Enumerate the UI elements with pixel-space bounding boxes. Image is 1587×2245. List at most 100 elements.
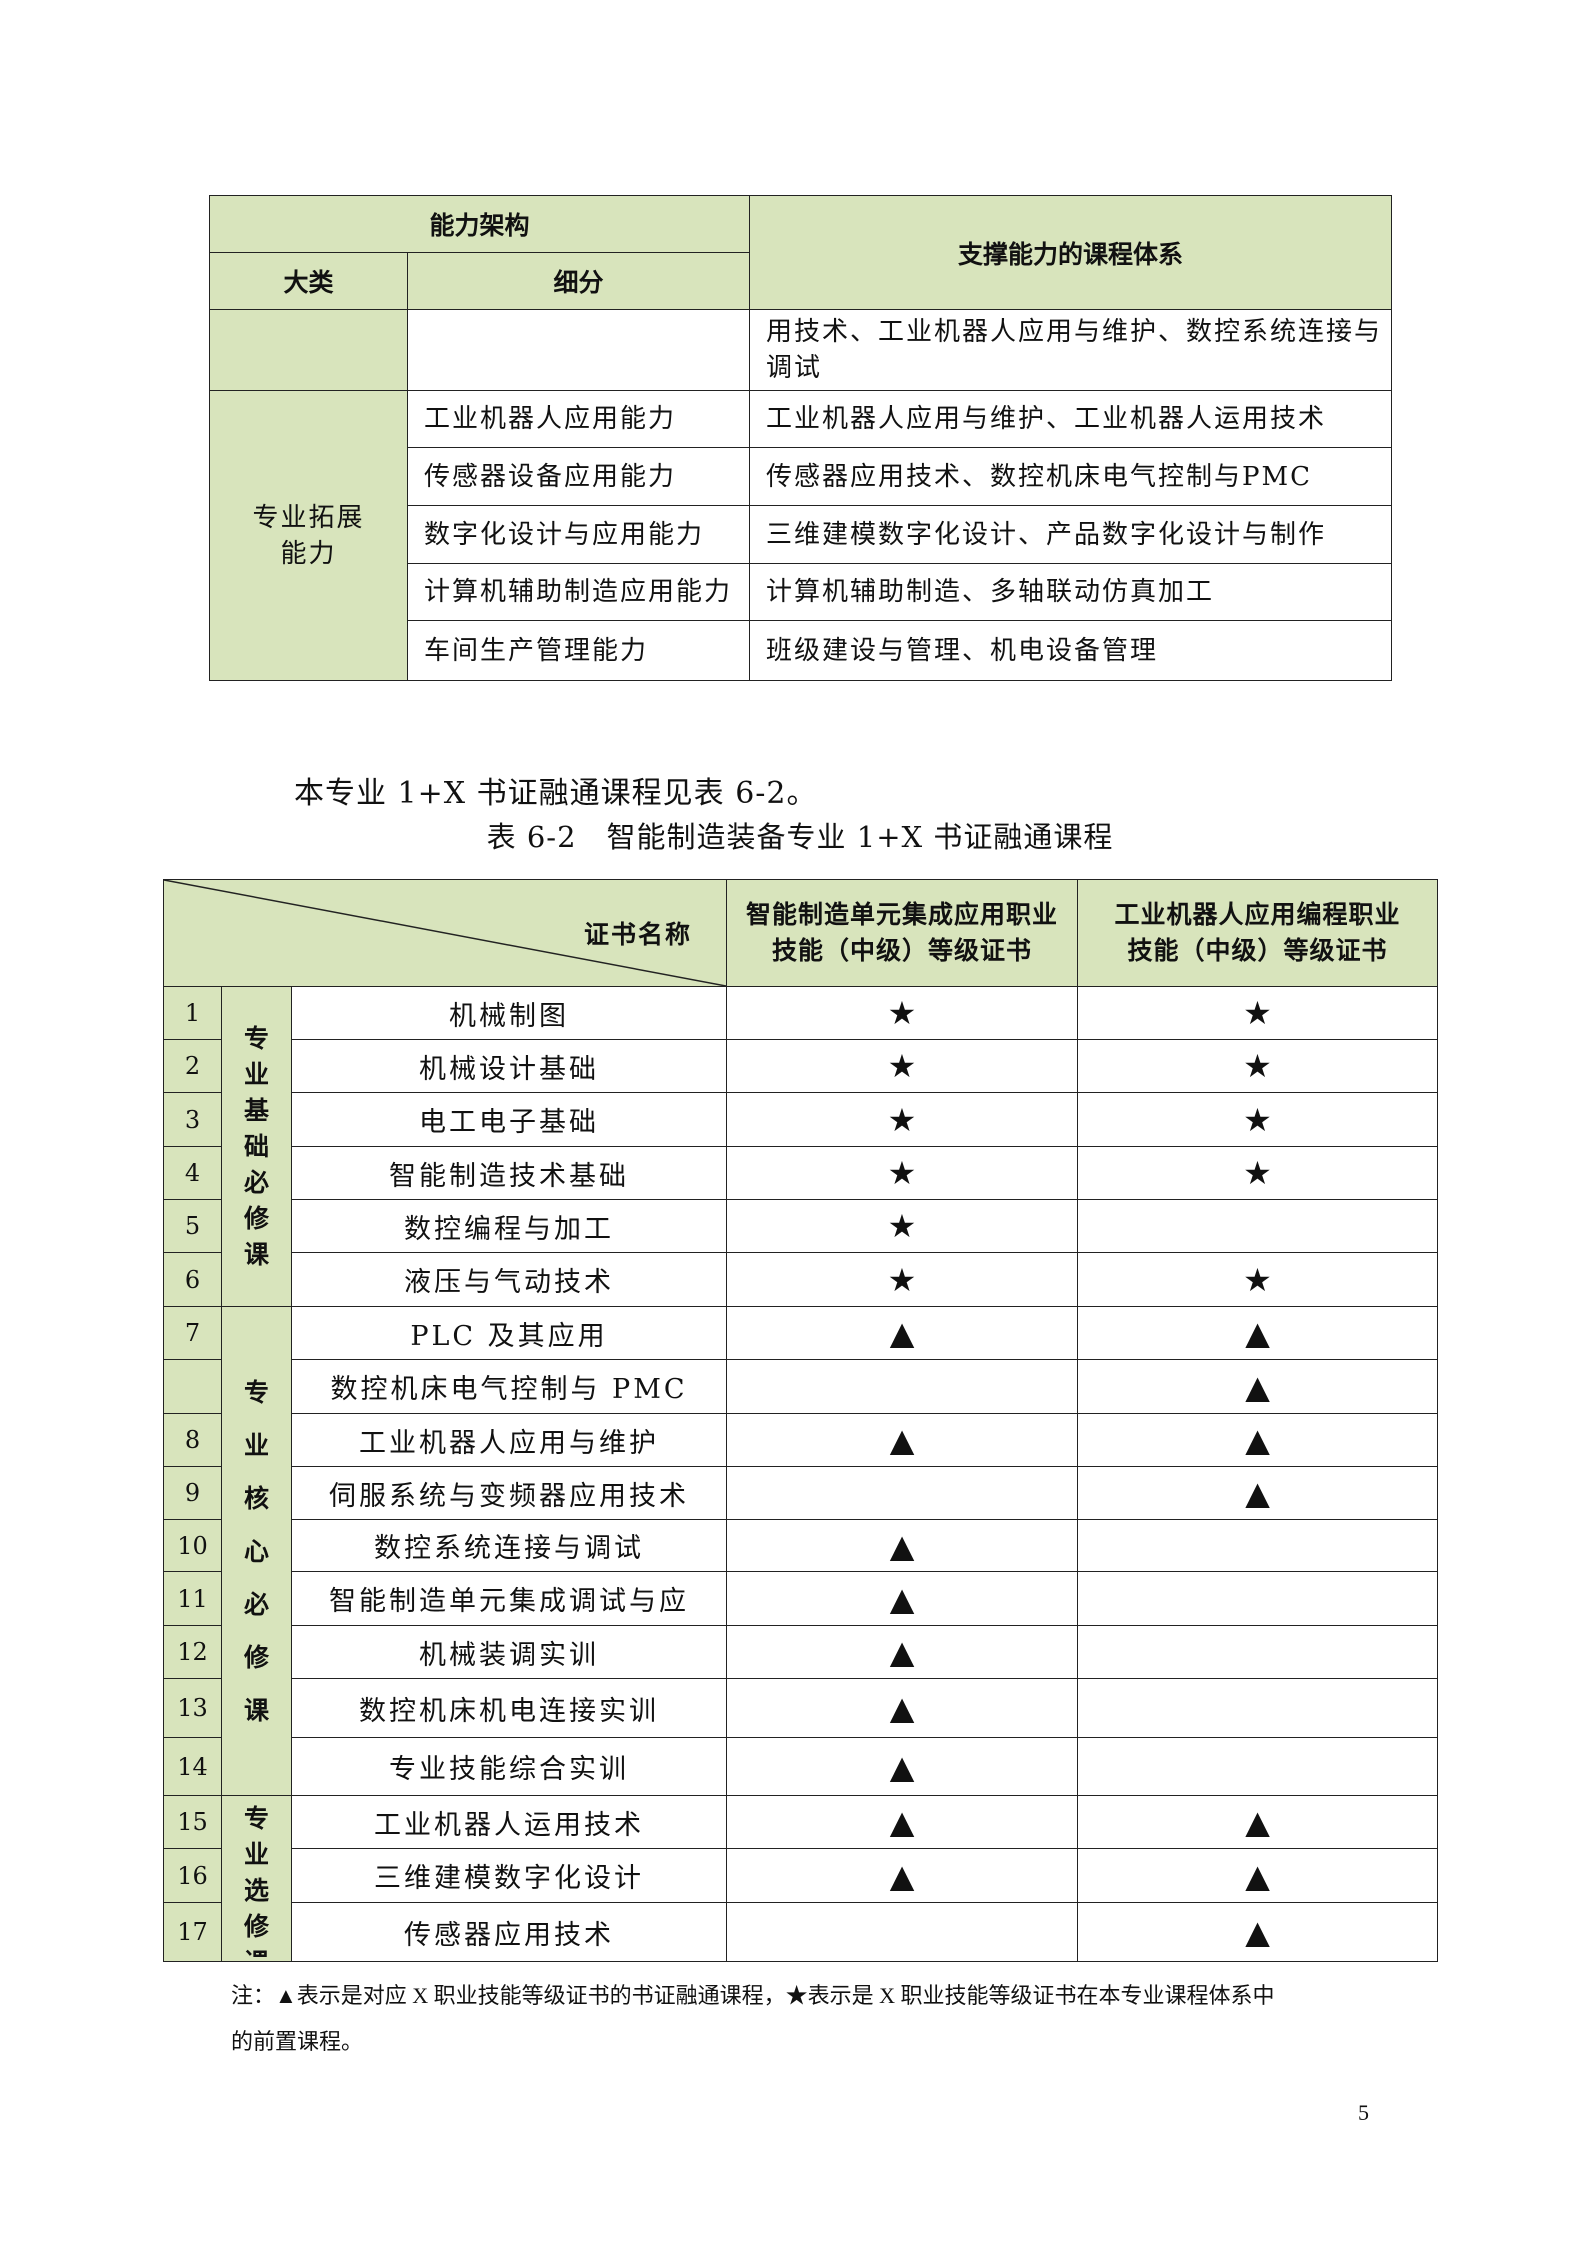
triangle-icon: ▲: [726, 1571, 1078, 1626]
triangle-icon: ▲: [1077, 1466, 1438, 1520]
course-row: 9 伺服系统与变频器应用技术 ▲: [163, 1466, 1438, 1520]
triangle-icon: ▲: [726, 1848, 1078, 1903]
header-category: 大类: [209, 252, 408, 310]
star-icon: ★: [726, 1199, 1078, 1253]
empty-cell: [1077, 1519, 1438, 1572]
detail-cell: 传感器设备应用能力: [406, 447, 751, 506]
course-row: 11 智能制造单元集成调试与应 ▲: [163, 1571, 1438, 1626]
course-name: 伺服系统与变频器应用技术: [291, 1466, 727, 1520]
ability-row: 车间生产管理能力 班级建设与管理、机电设备管理: [210, 620, 1393, 681]
row-number: 2: [163, 1039, 222, 1093]
row-number: 15: [163, 1795, 222, 1849]
course-name: 液压与气动技术: [291, 1252, 727, 1307]
star-icon: ★: [1077, 1039, 1438, 1093]
course-name: 工业机器人应用与维护: [291, 1413, 727, 1467]
triangle-icon: ▲: [726, 1306, 1078, 1360]
star-icon: ★: [726, 986, 1078, 1040]
row-number: 11: [163, 1571, 222, 1626]
row-number: 9: [163, 1466, 222, 1520]
empty-cell: [1077, 1678, 1438, 1738]
courses-cell: 传感器应用技术、数控机床电气控制与PMC: [749, 447, 1393, 506]
course-row: 5 数控编程与加工 ★: [163, 1199, 1438, 1253]
course-name: 电工电子基础: [291, 1092, 727, 1147]
row-number: [163, 1359, 222, 1414]
triangle-icon: ▲: [1077, 1848, 1438, 1903]
row-number: 14: [163, 1737, 222, 1796]
header-cert-2: 工业机器人应用编程职业技能（中级）等级证书: [1077, 879, 1438, 987]
certificate-course-table: 证书名称 智能制造单元集成应用职业技能（中级）等级证书 工业机器人应用编程职业技…: [163, 879, 1438, 1962]
course-row: 15专业选修课工业机器人运用技术▲▲: [163, 1795, 1438, 1962]
course-row: 10 数控系统连接与调试 ▲: [163, 1519, 1438, 1572]
header-cert-1: 智能制造单元集成应用职业技能（中级）等级证书: [726, 879, 1078, 987]
empty-cell: [726, 1466, 1078, 1520]
diagonal-header-cell: 证书名称: [163, 879, 727, 987]
course-name: 三维建模数字化设计: [291, 1848, 727, 1903]
row-number: 7: [163, 1306, 222, 1360]
empty-cell: [1077, 1737, 1438, 1796]
course-row: 2 机械设计基础 ★ ★: [163, 1039, 1438, 1093]
header-courses: 支撑能力的课程体系: [749, 195, 1393, 310]
note-line-1: 注：▲表示是对应 X 职业技能等级证书的书证融通课程，★表示是 X 职业技能等级…: [231, 1983, 1275, 2008]
star-icon: ★: [726, 1039, 1078, 1093]
course-group-label: 专业选修课: [244, 1803, 270, 1957]
intro-paragraph: 本专业 1+X 书证融通课程见表 6-2。: [294, 776, 818, 811]
detail-cell: 车间生产管理能力: [406, 620, 751, 681]
continued-courses-cell: 用技术、工业机器人应用与维护、数控系统连接与调试: [749, 309, 1393, 391]
triangle-icon: ▲: [726, 1678, 1078, 1738]
course-row: 14 专业技能综合实训 ▲: [163, 1737, 1438, 1796]
note-line-2: 的前置课程。: [231, 2029, 364, 2054]
course-name: 数控机床电气控制与 PMC: [291, 1359, 727, 1414]
row-number: 13: [163, 1678, 222, 1738]
course-row: 16 三维建模数字化设计 ▲ ▲: [163, 1848, 1438, 1903]
triangle-icon: ▲: [726, 1795, 1078, 1849]
row-number: 3: [163, 1092, 222, 1147]
detail-cell: 数字化设计与应用能力: [406, 505, 751, 564]
triangle-icon: ▲: [726, 1737, 1078, 1796]
courses-cell: 计算机辅助制造、多轴联动仿真加工: [749, 563, 1393, 621]
star-icon: ★: [1077, 986, 1438, 1040]
detail-cell: 工业机器人应用能力: [406, 390, 751, 448]
star-icon: ★: [1077, 1092, 1438, 1147]
star-icon: ★: [726, 1252, 1078, 1307]
course-row: 4 智能制造技术基础 ★ ★: [163, 1146, 1438, 1200]
triangle-icon: ▲: [726, 1413, 1078, 1467]
star-icon: ★: [1077, 1252, 1438, 1307]
course-name: 机械设计基础: [291, 1039, 727, 1093]
course-name: 机械装调实训: [291, 1625, 727, 1679]
course-row: 13 数控机床机电连接实训 ▲: [163, 1678, 1438, 1738]
ability-row: 传感器设备应用能力 传感器应用技术、数控机床电气控制与PMC: [210, 447, 1393, 506]
row-number: 12: [163, 1625, 222, 1679]
course-name: 传感器应用技术: [291, 1902, 727, 1962]
course-name: 智能制造技术基础: [291, 1146, 727, 1200]
course-row: 3 电工电子基础 ★ ★: [163, 1092, 1438, 1147]
row-number: 10: [163, 1519, 222, 1572]
empty-cell: [726, 1359, 1078, 1414]
empty-cell: [1077, 1571, 1438, 1626]
course-row: 数控机床电气控制与 PMC ▲: [163, 1359, 1438, 1414]
category-professional-expansion: 专业拓展能力: [209, 390, 408, 681]
star-icon: ★: [726, 1146, 1078, 1200]
triangle-icon: ▲: [726, 1519, 1078, 1572]
header-detail: 细分: [406, 252, 751, 310]
header-ability-structure: 能力架构: [208, 195, 751, 253]
course-name: 专业技能综合实训: [291, 1737, 727, 1796]
ability-row: 专业拓展能力 工业机器人应用能力 工业机器人应用与维护、工业机器人运用技术: [209, 390, 1393, 681]
course-group-label: 专业核心必修课: [244, 1377, 270, 1725]
course-row: 17 传感器应用技术 ▲: [163, 1902, 1438, 1962]
star-icon: ★: [1077, 1146, 1438, 1200]
star-icon: ★: [726, 1092, 1078, 1147]
continued-detail-cell: [406, 309, 751, 391]
course-name: 数控系统连接与调试: [291, 1519, 727, 1572]
course-group-cell: 专业基础必修课: [221, 986, 292, 1307]
empty-cell: [1077, 1625, 1438, 1679]
row-number: 16: [163, 1848, 222, 1903]
row-number: 6: [163, 1252, 222, 1307]
course-row: 8 工业机器人应用与维护 ▲ ▲: [163, 1413, 1438, 1467]
diagonal-line: [164, 880, 726, 986]
empty-cell: [726, 1902, 1078, 1962]
row-number: 4: [163, 1146, 222, 1200]
triangle-icon: ▲: [1077, 1359, 1438, 1414]
row-number: 17: [163, 1902, 222, 1962]
course-row: 7 专业核心必修课 PLC 及其应用 ▲ ▲: [163, 1306, 1438, 1796]
course-name: 数控编程与加工: [291, 1199, 727, 1253]
